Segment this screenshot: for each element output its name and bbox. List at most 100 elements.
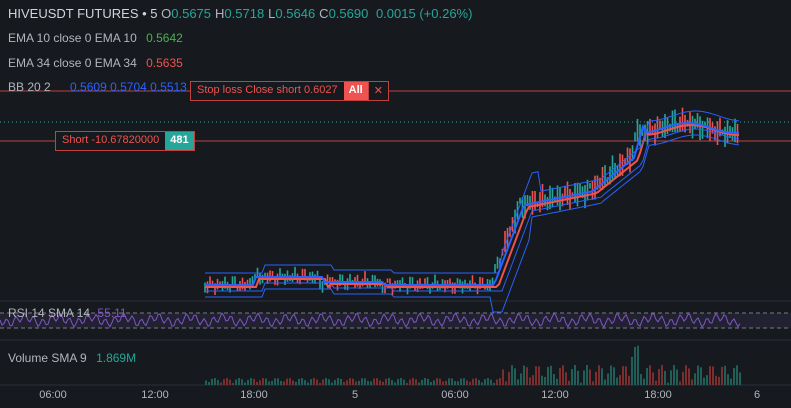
x-tick-label: 18:00 — [240, 389, 268, 401]
volume-bar — [274, 378, 276, 385]
volume-bar — [292, 380, 294, 385]
volume-bar — [400, 378, 402, 385]
label: BB 20 2 — [8, 80, 51, 94]
order-label: Stop loss Close short 0.6027 — [197, 84, 338, 96]
volume-bar — [445, 380, 447, 385]
rsi-legend: RSI 14 SMA 14 55.11 — [8, 306, 127, 320]
volume-bar — [205, 380, 207, 385]
volume-bar — [250, 378, 252, 385]
volume-bar — [538, 366, 540, 385]
volume-bar — [733, 367, 735, 385]
volume-bar — [595, 371, 597, 385]
cancel-button[interactable]: ✕ — [367, 82, 388, 100]
volume-bar — [556, 378, 558, 385]
volume-bar — [469, 381, 471, 385]
bb-band — [205, 110, 740, 274]
volume-bar — [247, 379, 249, 385]
volume-bar — [295, 381, 297, 385]
stop-loss-order[interactable]: Stop loss Close short 0.6027 All ✕ — [190, 81, 389, 101]
volume-bar — [622, 366, 624, 385]
volume-bar — [505, 381, 507, 385]
volume-bar — [238, 378, 240, 385]
volume-bar — [364, 378, 366, 385]
volume-bar — [604, 379, 606, 385]
volume-bar — [277, 378, 279, 385]
volume-bar — [355, 381, 357, 385]
volume-bar — [655, 380, 657, 385]
volume-bar — [718, 376, 720, 385]
volume-bar — [688, 368, 690, 385]
volume-bar — [667, 382, 669, 385]
volume-bar — [601, 368, 603, 385]
volume-bar — [460, 378, 462, 385]
volume-bar — [427, 378, 429, 385]
volume-bar — [673, 365, 675, 385]
volume-bar — [283, 381, 285, 385]
volume-bar — [499, 378, 501, 385]
volume-bar — [631, 356, 633, 385]
bb-upper — [205, 128, 740, 292]
volume-bar — [487, 378, 489, 385]
volume-bar — [700, 367, 702, 385]
volume-bar — [328, 379, 330, 385]
ohlc-key: H — [215, 6, 225, 21]
volume-bar — [235, 379, 237, 385]
volume-bar — [256, 381, 258, 385]
volume-bar — [385, 378, 387, 385]
volume-bar — [391, 380, 393, 385]
volume-bar — [436, 378, 438, 385]
label: Volume SMA 9 — [8, 351, 87, 365]
position-order[interactable]: Short -10.67820000 481 — [55, 131, 195, 151]
legend-header: HIVEUSDT FUTURES • 5 O0.5675 H0.5718 L0.56… — [8, 6, 472, 21]
volume-bar — [646, 367, 648, 385]
volume-bar — [649, 365, 651, 385]
x-tick-label: 12:00 — [141, 389, 169, 401]
volume-bar — [307, 382, 309, 385]
close-all-button[interactable]: All — [343, 82, 368, 100]
ohlc-value: 0.5646 — [275, 6, 316, 21]
volume-legend: Volume SMA 9 1.869M — [8, 351, 136, 365]
label: RSI 14 SMA 14 — [8, 306, 91, 320]
rsi-line — [0, 312, 741, 329]
x-tick-label: 18:00 — [644, 389, 672, 401]
volume-bar — [721, 366, 723, 385]
volume-bar — [730, 378, 732, 385]
volume-bar — [568, 380, 570, 385]
volume-bar — [589, 369, 591, 385]
volume-bar — [685, 365, 687, 385]
volume-bar — [676, 369, 678, 385]
volume-bar — [352, 378, 354, 385]
volume-bar — [592, 381, 594, 385]
volume-bar — [607, 373, 609, 385]
ohlc-key: O — [161, 6, 172, 21]
volume-bar — [361, 378, 363, 385]
volume-bar — [682, 371, 684, 385]
volume-bar — [628, 375, 630, 385]
ema-10 — [205, 121, 740, 286]
volume-bar — [541, 375, 543, 385]
volume-bar — [289, 378, 291, 385]
volume-bar — [241, 379, 243, 385]
volume-bar — [652, 372, 654, 385]
volume-bar — [484, 379, 486, 385]
label: EMA 10 close 0 EMA 10 — [8, 31, 137, 45]
volume-bar — [643, 378, 645, 385]
ohlc-value: 0.5675 — [171, 6, 212, 21]
volume-bar — [211, 378, 213, 385]
volume-bar — [298, 378, 300, 385]
volume-bar — [703, 377, 705, 385]
volume-bar — [319, 382, 321, 385]
volume-bar — [502, 369, 504, 385]
volume-bar — [544, 376, 546, 385]
x-tick-label: 12:00 — [541, 389, 569, 401]
volume-bar — [583, 370, 585, 385]
volume-bar — [331, 382, 333, 385]
x-tick-label: 6 — [753, 389, 761, 401]
volume-bar — [388, 378, 390, 385]
volume-bar — [259, 380, 261, 385]
volume-bar — [634, 346, 636, 385]
volume-bar — [694, 373, 696, 385]
volume-bar — [571, 369, 573, 385]
volume-bar — [463, 378, 465, 385]
